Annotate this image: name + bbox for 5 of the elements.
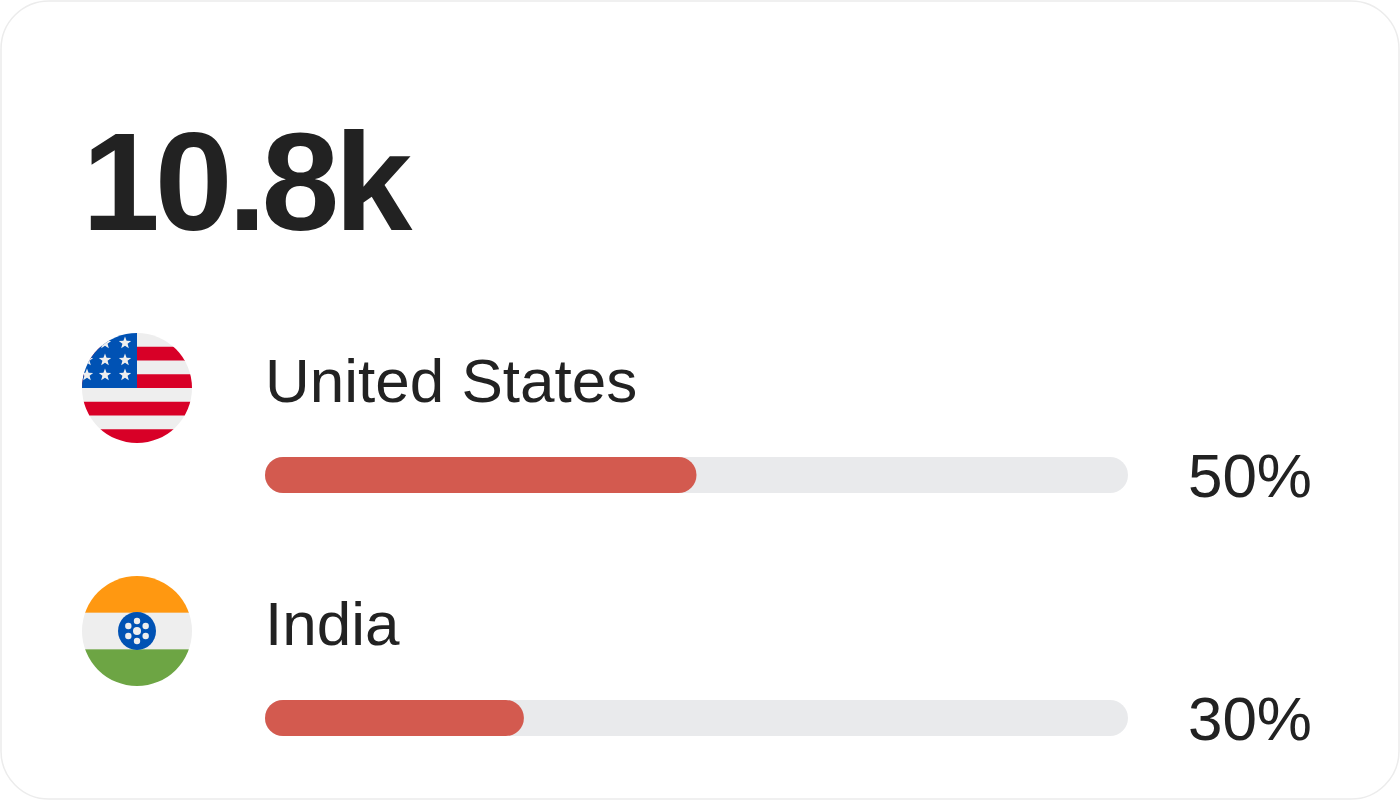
chart-title: 10.8k bbox=[82, 103, 413, 260]
data-label: 30% bbox=[1187, 684, 1312, 753]
y-tick-label: United States bbox=[265, 346, 638, 415]
y-tick-label: India bbox=[265, 589, 400, 658]
data-label: 50% bbox=[1187, 441, 1312, 510]
